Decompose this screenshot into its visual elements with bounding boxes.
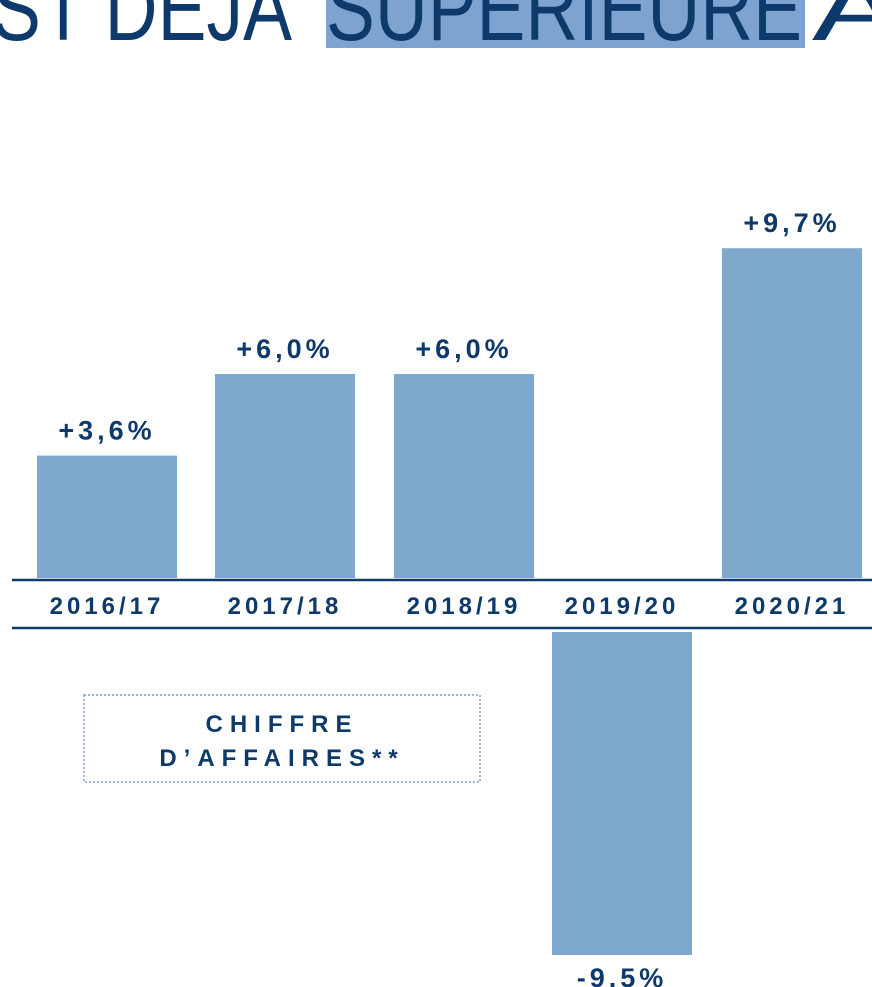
x-tick-label: 2020/21: [735, 593, 850, 620]
bar: [394, 374, 534, 578]
annotation: D’AFFAIRES**: [159, 745, 404, 772]
bar: [552, 632, 692, 955]
x-tick-label: 2017/18: [228, 593, 343, 620]
x-tick-label: 2018/19: [407, 593, 522, 620]
value-label: -9,5%: [577, 963, 668, 987]
value-label: +6,0%: [415, 334, 512, 364]
value-label: +3,6%: [58, 416, 155, 446]
value-label: +9,7%: [743, 208, 840, 238]
bar: [37, 455, 177, 578]
chart-title: A: [812, 0, 872, 60]
x-tick-label: 2019/20: [565, 593, 680, 620]
chart-title: ST DEJA: [0, 0, 293, 60]
bar: [722, 248, 862, 578]
chart-title: SUPERIEURE: [326, 0, 802, 60]
value-label: +6,0%: [236, 334, 333, 364]
bar: [215, 374, 355, 578]
annotation: CHIFFRE: [206, 711, 359, 738]
annotation-box: [83, 694, 481, 783]
x-tick-label: 2016/17: [50, 593, 165, 620]
title-highlight: [326, 0, 805, 48]
